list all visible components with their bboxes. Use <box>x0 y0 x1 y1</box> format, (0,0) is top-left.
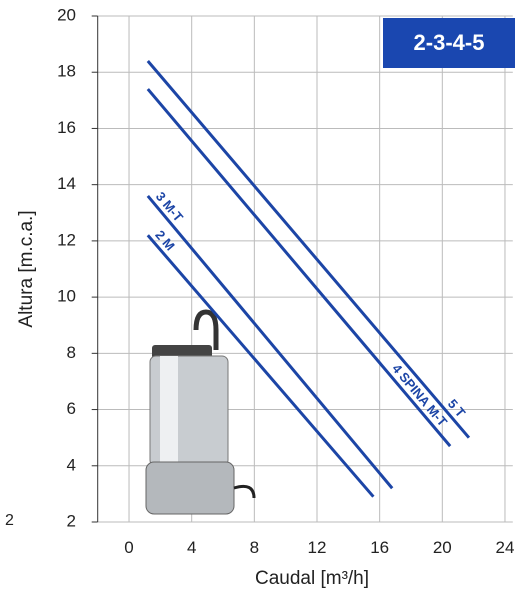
x-tick-label: 16 <box>370 538 389 557</box>
x-tick-label: 20 <box>433 538 452 557</box>
y-tick-label: 6 <box>67 399 76 418</box>
y-tick-label: 16 <box>57 118 76 137</box>
y-tick-label: 18 <box>57 62 76 81</box>
y-tick-label: 14 <box>57 174 76 193</box>
series-line <box>146 60 471 439</box>
pump-illustration <box>145 309 256 515</box>
x-tick-label: 24 <box>496 538 515 557</box>
x-tick-label: 0 <box>124 538 133 557</box>
y-tick-label: 2 <box>67 511 76 530</box>
y-tick-label: 8 <box>67 343 76 362</box>
x-tick-label: 8 <box>250 538 259 557</box>
x-axis-label: Caudal [m³/h] <box>255 568 369 589</box>
series-line <box>146 88 452 448</box>
x-tick-label: 4 <box>187 538 196 557</box>
x-tick-label: 12 <box>308 538 327 557</box>
badge: 2-3-4-5 <box>414 30 485 55</box>
y-tick-label: 4 <box>67 455 76 474</box>
y-tick-label: 10 <box>57 287 76 306</box>
y-axis-label: Altura [m.c.a.] <box>16 210 37 327</box>
series-line <box>146 234 375 498</box>
series-line <box>146 194 394 490</box>
y-tick-label: 12 <box>57 230 76 249</box>
y-tick-label: 20 <box>57 5 76 24</box>
badge-box <box>383 18 515 68</box>
annotation: 2 <box>5 512 14 529</box>
